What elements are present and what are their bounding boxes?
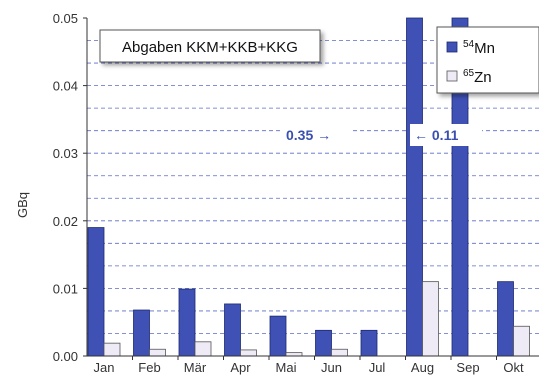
- bar-mn-4: [269, 315, 287, 357]
- bar-zn-9: [513, 325, 530, 357]
- svg-text:← 0.11: ← 0.11: [414, 127, 459, 143]
- legend-zn-mass: 65: [463, 68, 475, 79]
- x-tick-label: Jan: [94, 360, 115, 375]
- bar-zn-4: [285, 352, 303, 357]
- bar-zn-5: [331, 348, 348, 357]
- bar-mn-2: [178, 288, 196, 357]
- x-tick-label: Okt: [503, 360, 524, 375]
- bar-zn-2: [194, 341, 212, 357]
- annotation-aug-arrow: →: [317, 127, 331, 143]
- legend: 54Mn 65Zn: [436, 26, 539, 94]
- y-tick-label: 0.05: [53, 11, 78, 26]
- bar-mn-6: [360, 329, 378, 357]
- x-tick-label: Aug: [411, 360, 434, 375]
- bar-zn-0: [103, 342, 121, 357]
- chart-title-box: [99, 29, 321, 63]
- legend-zn-element: Zn: [474, 69, 492, 86]
- axes: [86, 18, 539, 357]
- legend-swatch-zn: [446, 70, 458, 82]
- y-tick-label: 0.00: [53, 349, 78, 364]
- bar-mn-3: [224, 303, 241, 357]
- chart-title: Abgaben KKM+KKB+KKG: [122, 39, 298, 56]
- legend-label-mn: 54Mn: [463, 39, 495, 57]
- x-tick-label: Apr: [230, 360, 251, 375]
- bar-mn-9: [497, 281, 514, 357]
- bar-mn-7: [406, 17, 423, 357]
- y-tick-label: 0.04: [53, 79, 78, 94]
- annotation-aug-value: 0.35: [286, 127, 313, 143]
- annotation-sep-arrow: ←: [414, 127, 428, 143]
- bar-mn-5: [315, 329, 332, 357]
- annotation-aug: 0.35 →: [280, 124, 352, 146]
- annotation-sep-value: 0.11: [432, 127, 459, 143]
- bar-zn-7: [422, 281, 439, 357]
- bar-zn-1: [149, 348, 166, 357]
- legend-label-zn: 65Zn: [463, 68, 492, 86]
- x-tick-label: Mär: [184, 360, 207, 375]
- x-tick-label: Jun: [321, 360, 342, 375]
- svg-text:0.35 →: 0.35 →: [286, 127, 331, 143]
- tick-labels: 0.00 0.01 0.02 0.03 0.04 0.05 Jan Feb Mär Apr Mai J…: [53, 11, 524, 375]
- annotation-sep: ← 0.11: [410, 124, 482, 146]
- x-tick-label: Sep: [456, 360, 479, 375]
- y-tick-label: 0.03: [53, 146, 78, 161]
- y-tick-label: 0.02: [53, 214, 78, 229]
- legend-box: [436, 26, 539, 94]
- bar-mn-1: [133, 309, 150, 357]
- legend-mn-element: Mn: [474, 40, 495, 57]
- bars: [87, 17, 530, 357]
- legend-swatch-mn: [446, 41, 458, 53]
- x-tick-label: Mai: [276, 360, 297, 375]
- x-tick-label: Jul: [369, 360, 386, 375]
- x-tick-label: Feb: [138, 360, 160, 375]
- bar-mn-0: [87, 227, 105, 357]
- bar-zn-3: [240, 349, 257, 357]
- legend-mn-mass: 54: [463, 39, 475, 50]
- y-tick-label: 0.01: [53, 281, 78, 296]
- y-axis-title: GBq: [15, 192, 30, 218]
